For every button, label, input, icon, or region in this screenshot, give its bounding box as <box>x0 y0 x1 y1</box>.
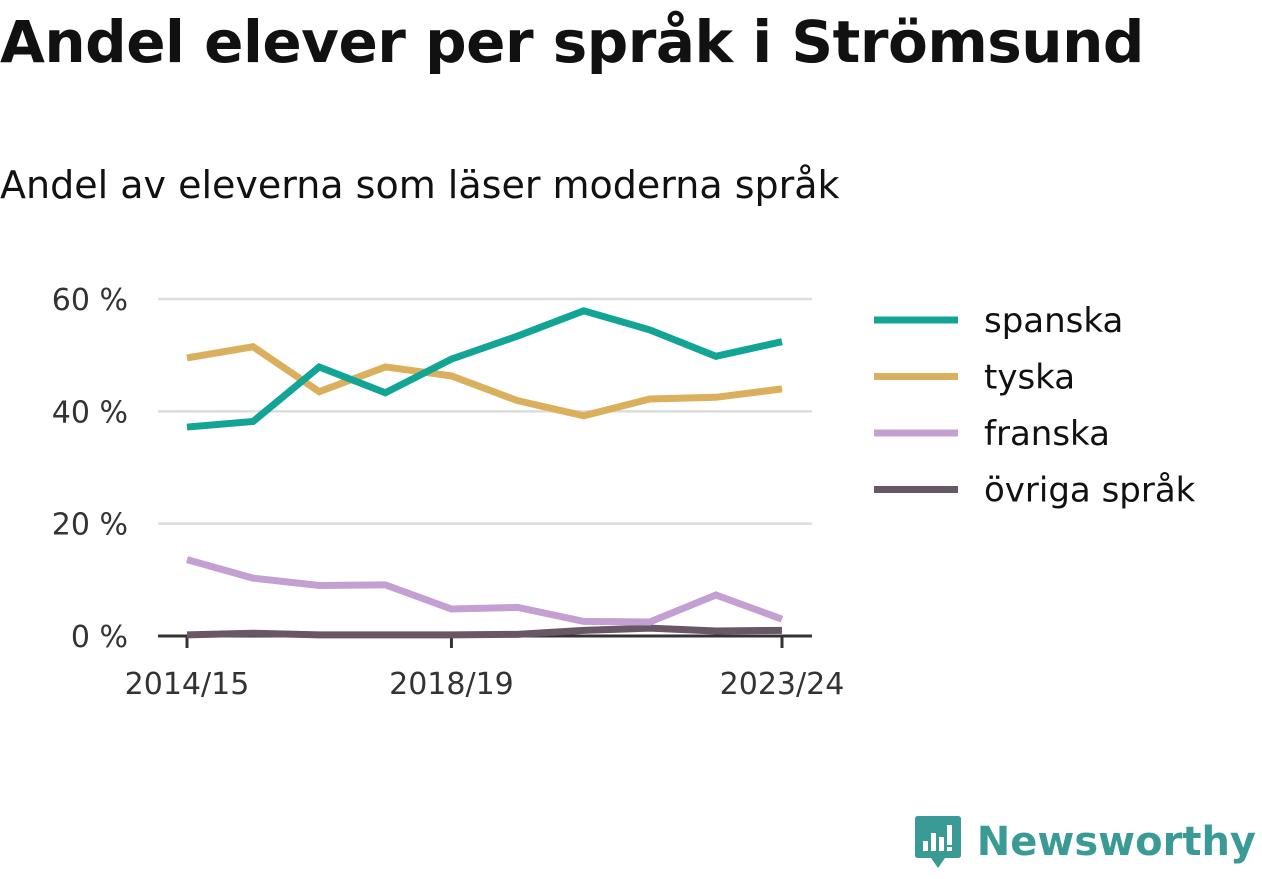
x-tick-label: 2023/24 <box>720 667 845 702</box>
y-tick-label: 0 % <box>71 620 128 655</box>
y-tick-label: 40 % <box>52 395 128 430</box>
newsworthy-logo-icon <box>914 816 961 868</box>
gridlines <box>158 297 812 525</box>
chart-subtitle: Andel av eleverna som läser moderna språ… <box>0 163 840 207</box>
legend-label: tyska <box>984 358 1075 398</box>
series-line-2 <box>186 343 783 420</box>
brand-name: Newsworthy <box>976 819 1256 865</box>
x-axis: 2014/15 2018/19 2023/24 <box>125 634 845 702</box>
series-line-3 <box>186 556 784 626</box>
y-tick-label: 20 % <box>52 508 128 543</box>
newsworthy-brand: Newsworthy <box>913 813 1256 871</box>
series-lines <box>186 307 784 639</box>
legend-label: franska <box>984 414 1110 454</box>
legend-label: övriga språk <box>984 471 1196 511</box>
series-line-4 <box>186 624 783 639</box>
y-axis: 0 % 20 % 40 % 60 % <box>52 283 128 655</box>
legend: spanska tyska franska övriga språk <box>874 301 1196 511</box>
series-line-1 <box>186 307 783 431</box>
y-tick-label: 60 % <box>52 283 128 318</box>
x-tick-label: 2014/15 <box>125 667 250 702</box>
x-tick-label: 2018/19 <box>389 667 514 702</box>
chart-title: Andel elever per språk i Strömsund <box>0 8 1144 76</box>
legend-label: spanska <box>984 301 1123 341</box>
